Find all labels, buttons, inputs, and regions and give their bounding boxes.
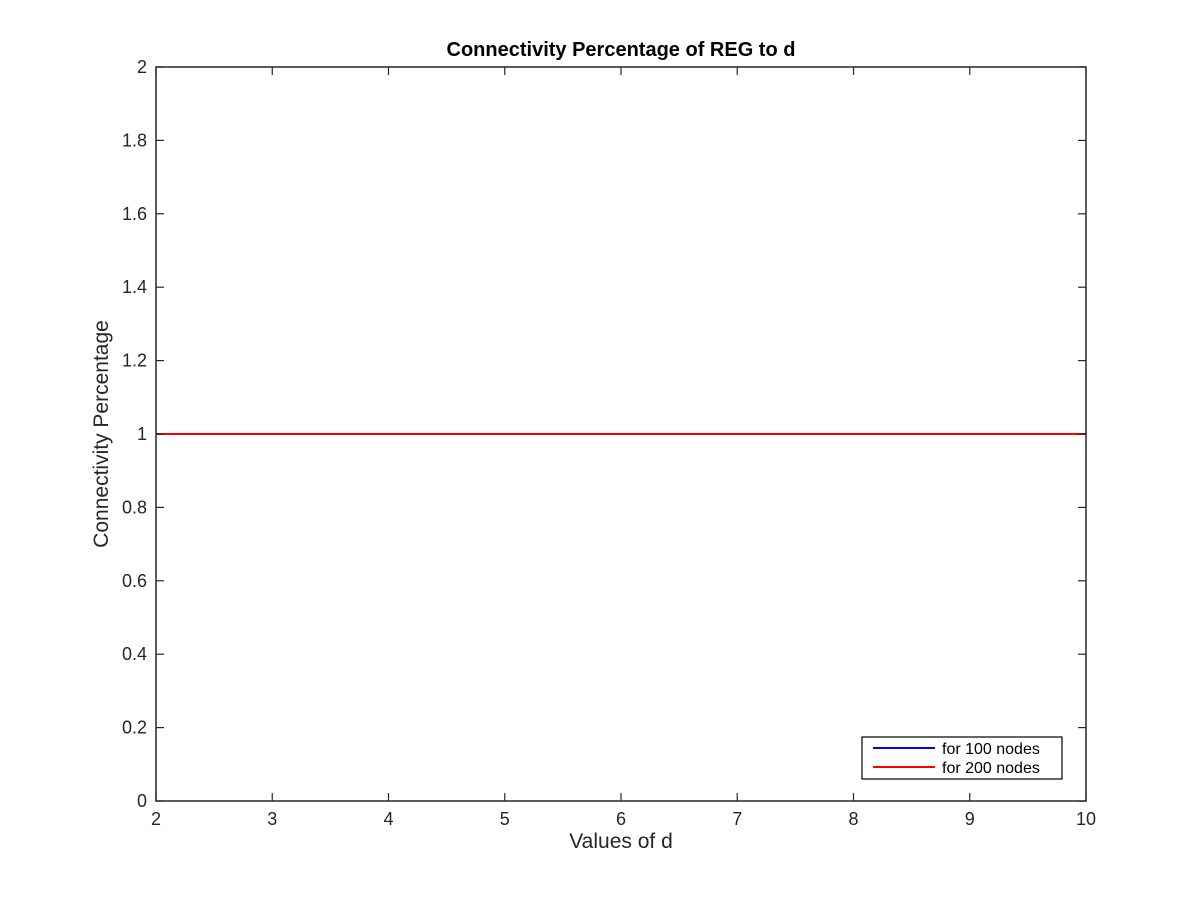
x-tick-label: 7: [732, 809, 742, 829]
x-tick-label: 5: [500, 809, 510, 829]
axes-box: [155, 66, 1087, 802]
y-tick-label: 0.6: [122, 571, 147, 591]
y-tick-label: 1.8: [122, 130, 147, 150]
y-tick-label: 1: [137, 424, 147, 444]
x-tick-label: 6: [616, 809, 626, 829]
x-tick-label: 4: [383, 809, 393, 829]
chart-title: Connectivity Percentage of REG to d: [447, 39, 796, 61]
legend-label-100-nodes: for 100 nodes: [942, 741, 1040, 758]
y-tick-label: 1.2: [122, 351, 147, 371]
y-axis-label: Connectivity Percentage: [90, 320, 113, 548]
x-axis-label: Values of d: [569, 830, 673, 853]
y-tick-label: 2: [137, 57, 147, 77]
y-tick-label: 0.4: [122, 644, 147, 664]
y-tick-label: 0.2: [122, 718, 147, 738]
tick-layer: 2 3 4 5 6 7 8 9 10 0 0.2 0.4 0.6 0.8 1 1.2 1.4 1.6 1.8 2: [122, 57, 1096, 829]
x-tick-label: 10: [1076, 809, 1096, 829]
legend-label-200-nodes: for 200 nodes: [942, 760, 1040, 777]
x-tick-label: 8: [848, 809, 858, 829]
x-tick-label: 2: [151, 809, 161, 829]
legend-box: [861, 736, 1063, 780]
y-tick-label: 1.4: [122, 277, 147, 297]
y-tick-label: 0.8: [122, 497, 147, 517]
y-tick-label: 1.6: [122, 204, 147, 224]
x-tick-label: 9: [965, 809, 975, 829]
y-tick-label: 0: [137, 791, 147, 811]
x-tick-label: 3: [267, 809, 277, 829]
legend: for 100 nodes for 200 nodes: [861, 736, 1063, 780]
